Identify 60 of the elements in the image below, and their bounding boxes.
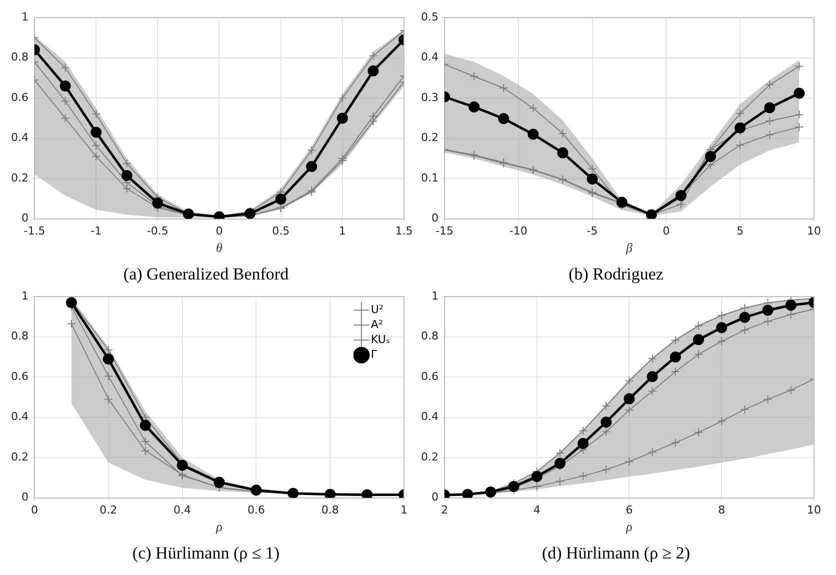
x-tick-label: 1.5 bbox=[395, 224, 413, 238]
x-tick-label: 8 bbox=[718, 503, 726, 516]
y-tick-label: 0.4 bbox=[10, 131, 28, 144]
x-tick-label: -10 bbox=[509, 224, 528, 238]
y-tick-label: 0.6 bbox=[420, 370, 438, 383]
x-tick-label: -5 bbox=[586, 224, 598, 238]
x-tick-label: 2 bbox=[440, 503, 448, 516]
y-tick-label: 0.8 bbox=[10, 330, 28, 343]
text: (c) Hürlimann (ρ ≤ 1) bbox=[132, 543, 280, 562]
x-axis-title: β bbox=[625, 240, 634, 256]
text: (d) Hürlimann (ρ ≥ 2) bbox=[542, 543, 690, 562]
y-tick-label: 0 bbox=[21, 490, 28, 504]
text: (b) Rodriguez bbox=[568, 264, 664, 284]
x-tick-label: 6 bbox=[626, 503, 633, 516]
y-tick-label: 0.8 bbox=[420, 330, 438, 343]
y-tick-label: 0.6 bbox=[10, 90, 28, 104]
x-axis-title: θ bbox=[216, 240, 224, 256]
y-tick-label: 1 bbox=[21, 289, 28, 302]
y-tick-label: 0.2 bbox=[10, 450, 28, 464]
x-tick-label: 0.6 bbox=[247, 503, 265, 516]
y-tick-label: 0.2 bbox=[10, 171, 28, 184]
y-tick-label: 0.1 bbox=[420, 171, 438, 184]
x-tick-label: 0.4 bbox=[174, 503, 192, 516]
x-tick-label: 0.8 bbox=[321, 503, 339, 516]
x-tick-label: 1 bbox=[338, 224, 346, 238]
y-tick-label: 1 bbox=[21, 10, 28, 24]
x-tick-label: 0.5 bbox=[272, 224, 290, 238]
x-tick-label: 10 bbox=[807, 503, 821, 516]
y-tick-label: 0.4 bbox=[420, 50, 438, 64]
x-tick-label: 10 bbox=[807, 224, 821, 238]
x-tick-label: -1.5 bbox=[24, 224, 46, 238]
y-tick-label: 0 bbox=[21, 212, 28, 225]
x-tick-label: 0 bbox=[216, 224, 223, 238]
legend-label: Γ bbox=[370, 348, 378, 361]
x-tick-label: 0 bbox=[662, 224, 670, 238]
legend-label: U² bbox=[370, 302, 384, 316]
y-tick-label: 0.5 bbox=[420, 10, 438, 24]
y-tick-label: 0 bbox=[431, 490, 438, 504]
legend-label: A² bbox=[370, 318, 383, 331]
x-tick-label: -15 bbox=[436, 224, 454, 238]
y-tick-label: 0.6 bbox=[10, 370, 28, 383]
y-tick-label: 0.4 bbox=[10, 410, 28, 424]
x-tick-label: 1 bbox=[400, 503, 408, 516]
x-tick-label: 4 bbox=[533, 503, 540, 516]
y-tick-label: 0.2 bbox=[420, 131, 438, 144]
x-tick-label: 0.2 bbox=[100, 503, 118, 516]
text: (a) Generalized Benford bbox=[123, 264, 290, 284]
x-tick-label: 0 bbox=[30, 503, 38, 516]
x-axis-title: ρ bbox=[625, 519, 632, 534]
legend-label: KUₛ bbox=[370, 332, 390, 346]
x-tick-label: 5 bbox=[736, 224, 744, 238]
y-tick-label: 1 bbox=[431, 289, 438, 302]
y-tick-label: 0.3 bbox=[420, 90, 438, 104]
y-tick-label: 0 bbox=[431, 212, 438, 225]
y-tick-label: 0.2 bbox=[420, 450, 438, 464]
y-tick-label: 0.4 bbox=[420, 410, 438, 424]
y-tick-label: 0.8 bbox=[10, 50, 28, 64]
x-tick-label: -0.5 bbox=[146, 224, 168, 238]
x-tick-label: -1 bbox=[90, 224, 102, 238]
x-axis-title: ρ bbox=[215, 519, 222, 534]
